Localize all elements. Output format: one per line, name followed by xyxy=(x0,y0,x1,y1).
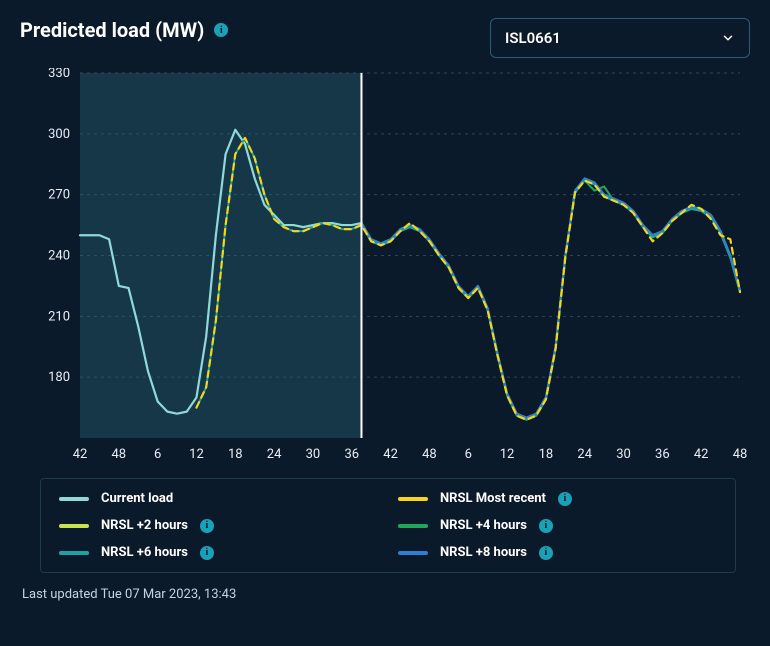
info-icon[interactable]: i xyxy=(200,519,214,533)
svg-text:180: 180 xyxy=(48,370,70,385)
site-selector-value: ISL0661 xyxy=(505,29,561,47)
load-chart: 180 210 240 270 300 330 42 48 6 12 18 24 30 36 42 48 6 12… xyxy=(20,68,750,468)
info-icon[interactable]: i xyxy=(539,546,553,560)
legend-swatch xyxy=(398,497,428,501)
legend-label: NRSL +6 hours xyxy=(101,545,188,560)
svg-text:42: 42 xyxy=(383,447,398,462)
svg-text:42: 42 xyxy=(694,447,709,462)
info-icon[interactable]: i xyxy=(558,492,572,506)
site-selector[interactable]: ISL0661 xyxy=(490,18,750,58)
legend-item: NRSL Most recent i xyxy=(398,491,717,506)
legend-item: NRSL +6 hours i xyxy=(59,545,378,560)
chevron-down-icon xyxy=(721,31,735,45)
svg-text:300: 300 xyxy=(48,127,70,142)
legend-swatch xyxy=(398,524,428,528)
info-icon[interactable]: i xyxy=(200,546,214,560)
svg-text:24: 24 xyxy=(267,447,282,462)
title-wrap: Predicted load (MW) i xyxy=(20,18,228,42)
legend-item: Current load xyxy=(59,491,378,506)
svg-text:12: 12 xyxy=(189,447,204,462)
chart-svg: 180 210 240 270 300 330 42 48 6 12 18 24 30 36 42 48 6 12… xyxy=(20,68,750,468)
svg-text:30: 30 xyxy=(616,447,631,462)
legend-swatch xyxy=(59,551,89,555)
legend-label: NRSL +4 hours xyxy=(440,518,527,533)
header-row: Predicted load (MW) i ISL0661 xyxy=(20,18,750,58)
legend-label: NRSL +8 hours xyxy=(440,545,527,560)
svg-text:18: 18 xyxy=(228,447,243,462)
predicted-load-panel: Predicted load (MW) i ISL0661 180 210 240 2… xyxy=(0,0,770,620)
legend-swatch xyxy=(59,497,89,501)
legend-swatch xyxy=(398,551,428,555)
info-icon[interactable]: i xyxy=(539,519,553,533)
svg-text:42: 42 xyxy=(73,447,88,462)
legend-label: NRSL Most recent xyxy=(440,491,546,506)
svg-text:240: 240 xyxy=(48,249,70,264)
legend: Current loadNRSL Most recentiNRSL +2 hou… xyxy=(40,478,736,573)
svg-text:48: 48 xyxy=(422,447,437,462)
legend-item: NRSL +8 hours i xyxy=(398,545,717,560)
svg-text:6: 6 xyxy=(465,447,472,462)
legend-label: NRSL +2 hours xyxy=(101,518,188,533)
last-updated: Last updated Tue 07 Mar 2023, 13:43 xyxy=(20,587,750,602)
svg-text:6: 6 xyxy=(154,447,161,462)
svg-text:330: 330 xyxy=(48,68,70,81)
svg-text:36: 36 xyxy=(655,447,670,462)
info-icon[interactable]: i xyxy=(214,23,228,37)
svg-text:48: 48 xyxy=(733,447,748,462)
svg-text:12: 12 xyxy=(500,447,515,462)
svg-text:210: 210 xyxy=(48,309,70,324)
page-title: Predicted load (MW) xyxy=(20,18,204,42)
svg-text:24: 24 xyxy=(577,447,592,462)
svg-text:18: 18 xyxy=(539,447,554,462)
svg-text:30: 30 xyxy=(306,447,321,462)
svg-text:270: 270 xyxy=(48,188,70,203)
legend-item: NRSL +4 hours i xyxy=(398,518,717,533)
svg-text:48: 48 xyxy=(112,447,127,462)
svg-text:36: 36 xyxy=(344,447,359,462)
legend-swatch xyxy=(59,524,89,528)
legend-label: Current load xyxy=(101,491,173,506)
legend-item: NRSL +2 hours i xyxy=(59,518,378,533)
